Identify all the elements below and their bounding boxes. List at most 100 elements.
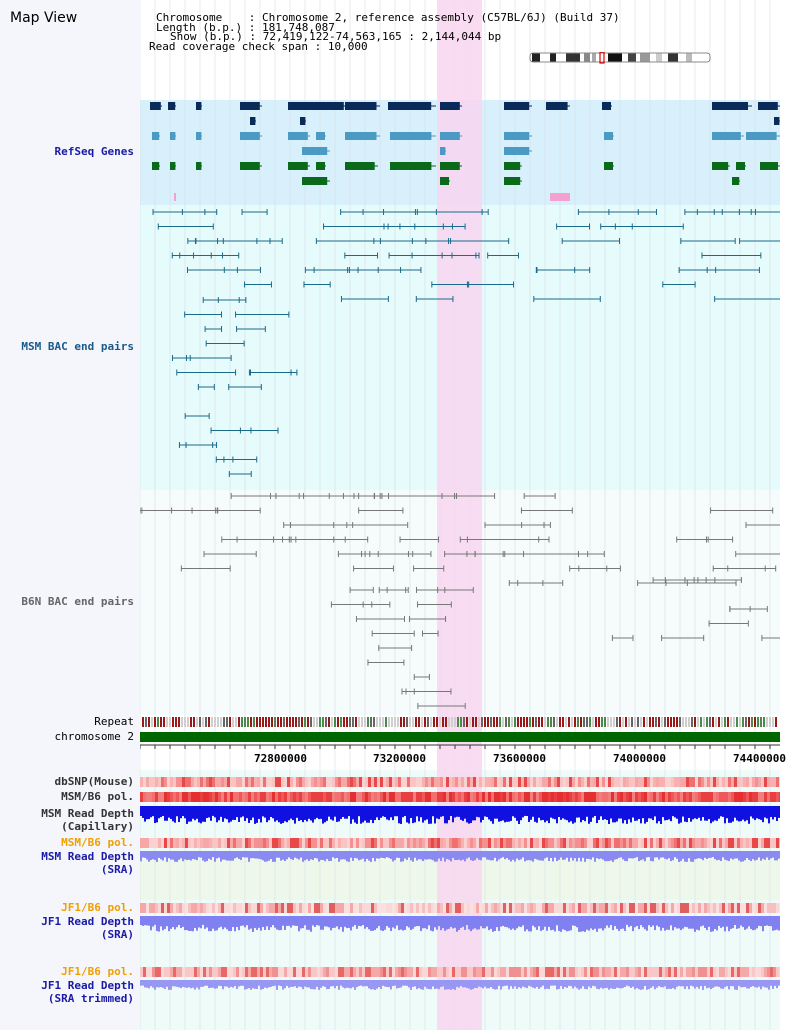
depth-bar xyxy=(620,851,622,858)
depth-bar xyxy=(658,851,660,860)
heat-cell xyxy=(488,967,491,977)
depth-bar xyxy=(528,851,530,861)
repeat-mark xyxy=(457,717,459,727)
depth-bar xyxy=(714,806,716,821)
heat-cell xyxy=(446,777,449,787)
heat-cell xyxy=(260,903,263,913)
depth-bar xyxy=(512,851,514,860)
depth-bar xyxy=(640,980,642,990)
depth-bar xyxy=(492,851,494,861)
depth-bar xyxy=(752,851,754,860)
repeat-mark xyxy=(766,717,768,727)
depth-bar xyxy=(636,806,638,821)
gene-exon xyxy=(196,162,202,170)
depth-bar xyxy=(424,980,426,987)
repeat-mark xyxy=(301,717,303,727)
track-label-refseq[interactable]: RefSeq Genes xyxy=(54,145,134,158)
heat-cell xyxy=(437,777,440,787)
depth-bar xyxy=(734,851,736,859)
depth-bar xyxy=(548,851,550,862)
depth-bar xyxy=(320,980,322,988)
heat-cell xyxy=(479,838,482,848)
depth-bar xyxy=(200,980,202,987)
heat-cell xyxy=(143,792,146,802)
heat-cell xyxy=(701,792,704,802)
map-tracks-svg[interactable] xyxy=(139,0,800,1030)
repeat-mark xyxy=(241,717,243,727)
repeat-mark xyxy=(532,717,534,727)
depth-bar xyxy=(194,851,196,860)
repeat-mark xyxy=(535,717,537,727)
track-label-b6n-bac[interactable]: B6N BAC end pairs xyxy=(21,595,134,608)
heat-cell xyxy=(245,777,248,787)
depth-bar xyxy=(142,851,144,858)
depth-bar xyxy=(604,851,606,862)
depth-bar xyxy=(452,851,454,858)
heat-cell xyxy=(272,777,275,787)
depth-bar xyxy=(650,916,652,927)
map-canvas[interactable] xyxy=(139,0,800,1030)
depth-bar xyxy=(732,980,734,987)
depth-bar xyxy=(332,980,334,987)
depth-bar xyxy=(530,851,532,861)
heat-cell xyxy=(575,903,578,913)
heat-cell xyxy=(392,967,395,977)
heat-cell xyxy=(440,967,443,977)
depth-bar xyxy=(146,916,148,926)
heat-cell xyxy=(560,903,563,913)
heat-cell xyxy=(764,777,767,787)
depth-bar xyxy=(406,980,408,986)
depth-bar xyxy=(412,916,414,929)
repeat-mark xyxy=(571,717,573,727)
depth-bar xyxy=(652,916,654,926)
heat-cell xyxy=(149,777,152,787)
heat-cell xyxy=(239,903,242,913)
depth-bar xyxy=(200,851,202,858)
heat-cell xyxy=(566,777,569,787)
depth-bar xyxy=(160,916,162,927)
heat-cell xyxy=(620,967,623,977)
heat-cell xyxy=(149,838,152,848)
repeat-mark xyxy=(304,717,306,727)
depth-bar xyxy=(244,916,246,928)
depth-bar xyxy=(208,980,210,989)
heat-cell xyxy=(773,903,776,913)
heat-cell xyxy=(740,903,743,913)
heat-cell xyxy=(488,903,491,913)
depth-bar xyxy=(664,851,666,859)
heat-cell xyxy=(506,967,509,977)
heat-cell xyxy=(503,903,506,913)
heat-cell xyxy=(191,838,194,848)
heat-cell xyxy=(218,903,221,913)
depth-bar xyxy=(150,806,152,818)
repeat-mark xyxy=(748,717,750,727)
heat-cell xyxy=(218,838,221,848)
depth-bar xyxy=(460,980,462,986)
repeat-mark xyxy=(757,717,759,727)
depth-bar xyxy=(312,916,314,926)
heat-cell xyxy=(368,792,371,802)
depth-bar xyxy=(162,806,164,816)
depth-bar xyxy=(774,916,776,931)
depth-bar xyxy=(656,851,658,858)
heat-cell xyxy=(686,838,689,848)
heat-cell xyxy=(743,838,746,848)
heat-cell xyxy=(173,967,176,977)
chromosome-ideogram[interactable] xyxy=(528,52,714,64)
depth-bar xyxy=(220,980,222,987)
depth-bar xyxy=(172,851,174,860)
depth-bar xyxy=(232,806,234,820)
track-label-msm-bac[interactable]: MSM BAC end pairs xyxy=(21,340,134,353)
heat-cell xyxy=(434,967,437,977)
depth-bar xyxy=(660,851,662,858)
depth-bar xyxy=(632,980,634,987)
depth-bar xyxy=(598,851,600,860)
depth-bar xyxy=(182,851,184,862)
depth-bar xyxy=(226,980,228,987)
depth-bar xyxy=(654,851,656,858)
depth-bar xyxy=(544,916,546,927)
repeat-mark xyxy=(493,717,495,727)
depth-bar xyxy=(634,980,636,990)
heat-cell xyxy=(338,777,341,787)
depth-bar xyxy=(482,806,484,820)
